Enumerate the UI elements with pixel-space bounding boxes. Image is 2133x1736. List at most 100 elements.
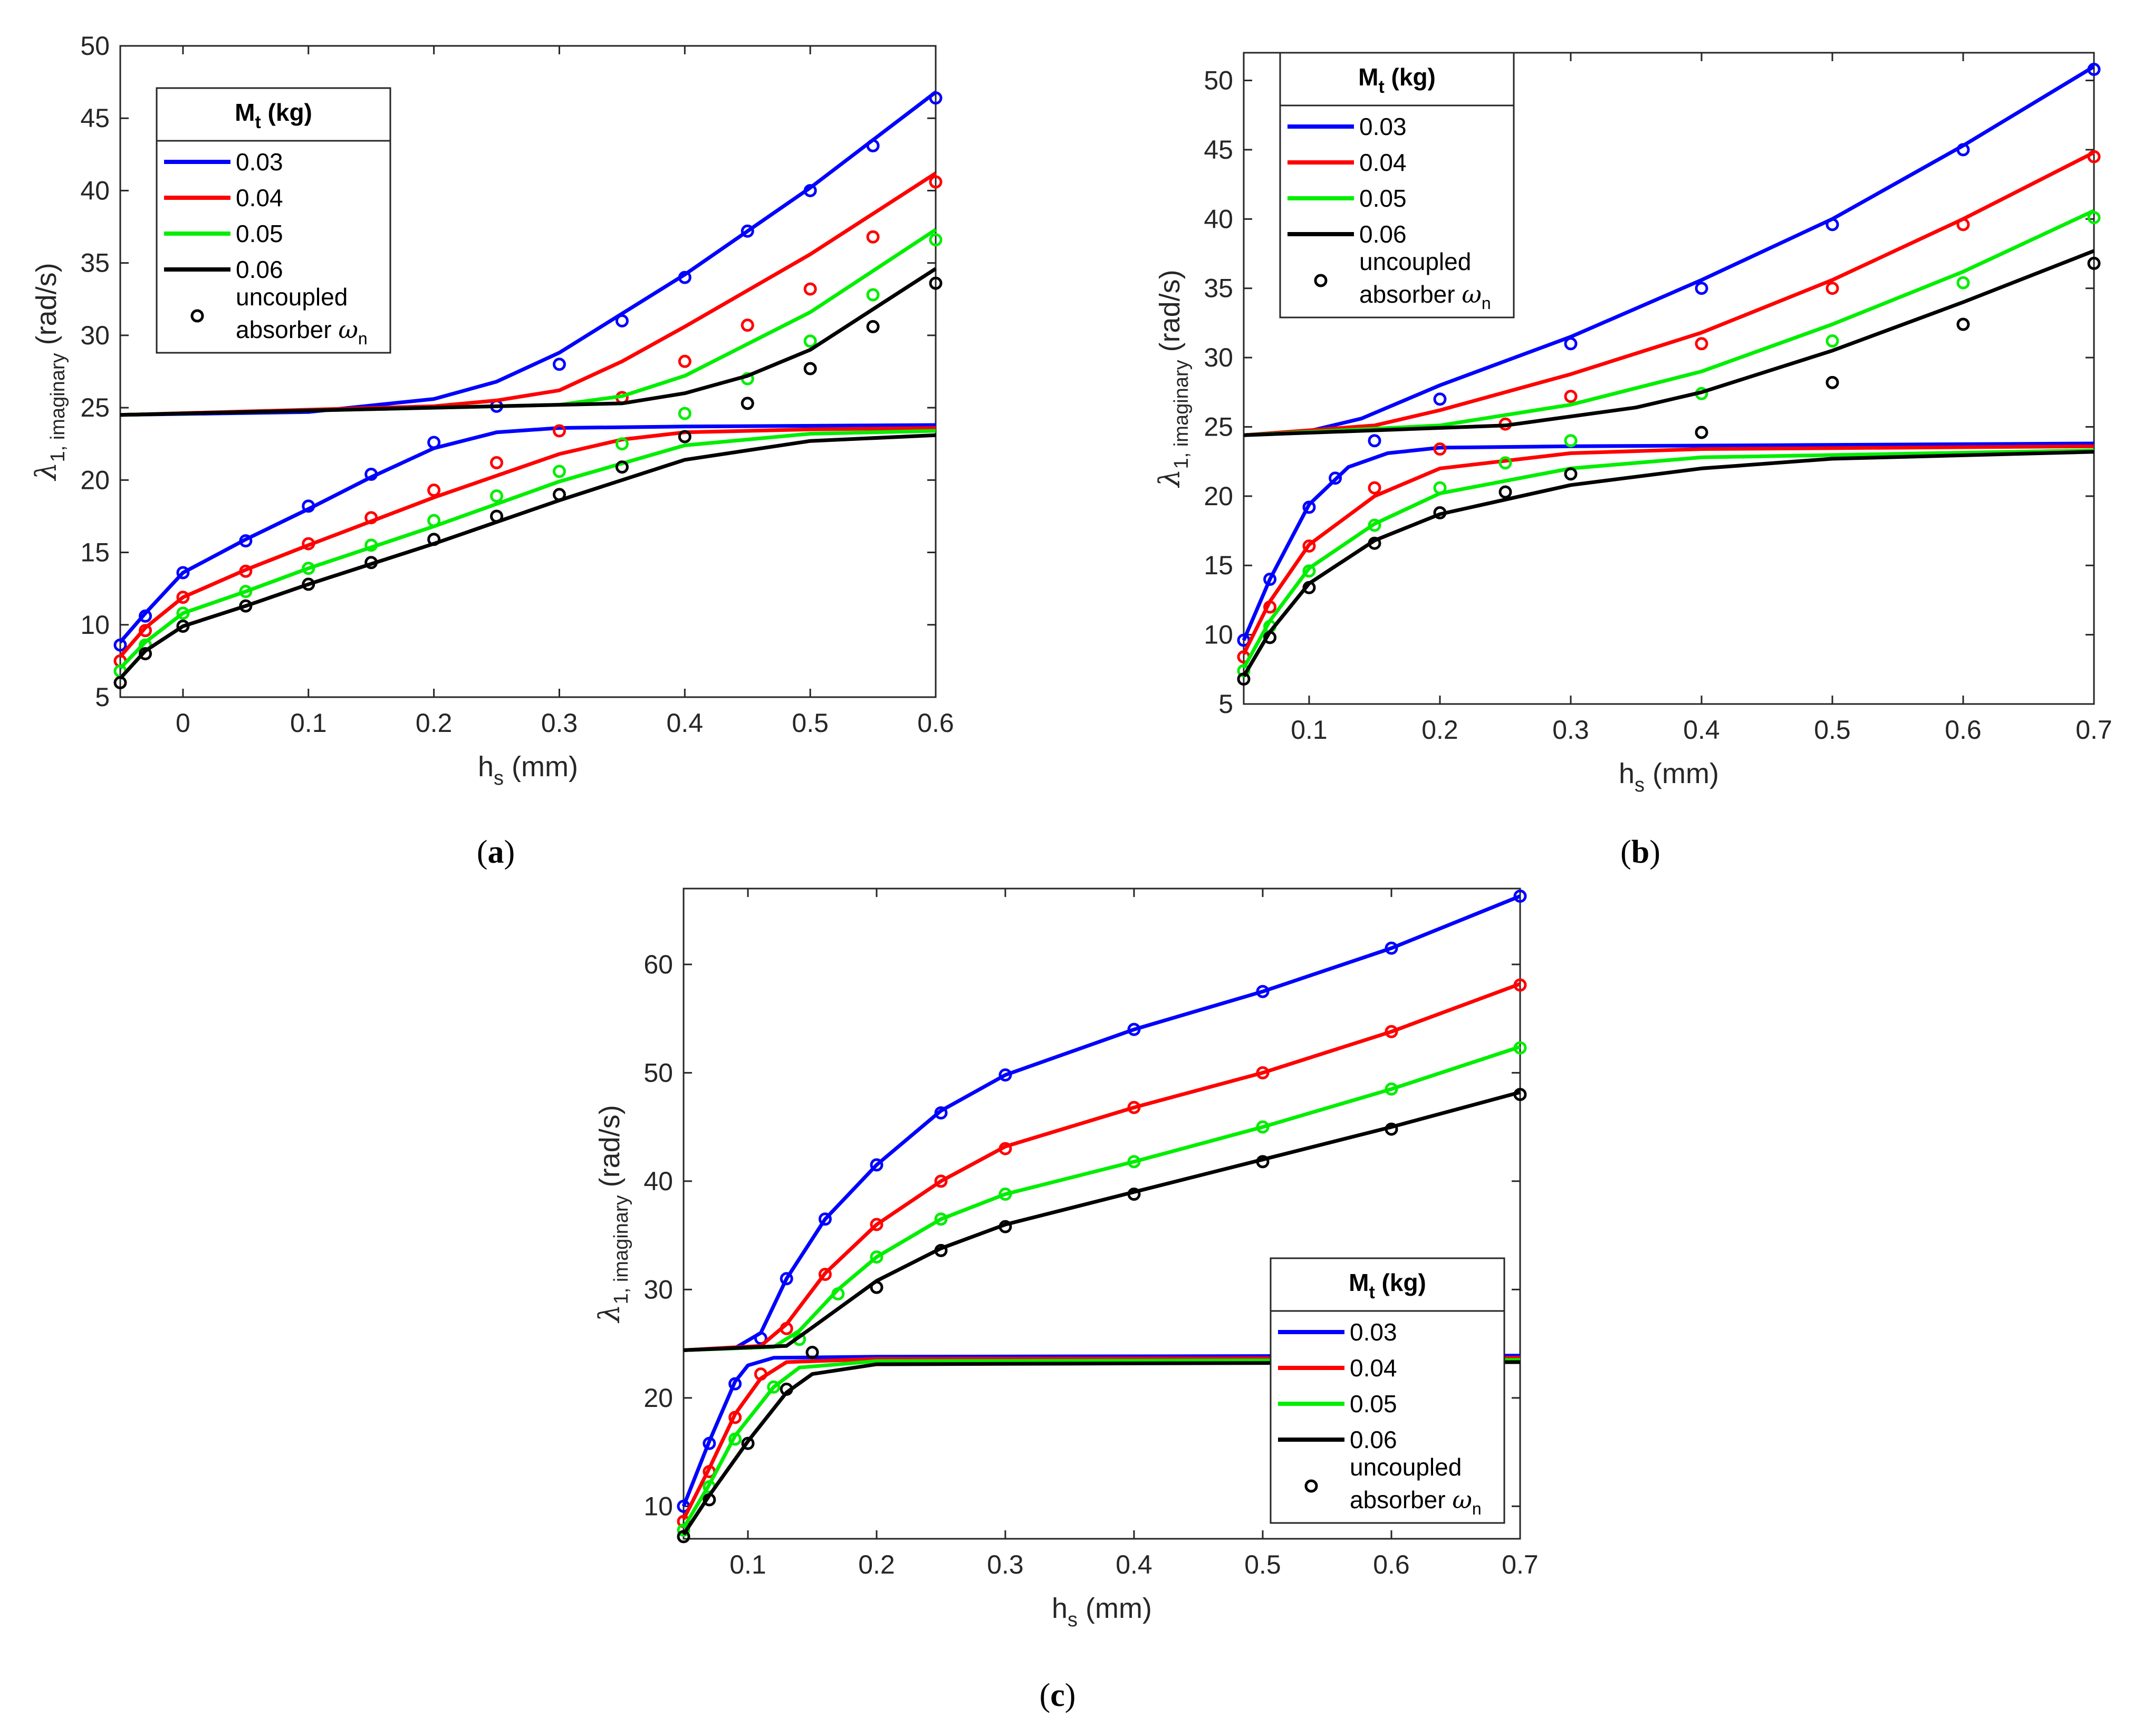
marker-point-0.05 xyxy=(767,1380,781,1394)
y-tick-label: 40 xyxy=(80,176,110,205)
y-tick-label: 50 xyxy=(643,1058,673,1087)
marker-point-0.06 xyxy=(998,1220,1012,1233)
line-lower-0.04 xyxy=(119,426,936,658)
x-axis-label: hs (mm) xyxy=(1619,758,1719,796)
legend-entry-0.04: 0.04 xyxy=(1359,149,1407,176)
marker-point-0.03 xyxy=(1263,573,1277,586)
marker-point-0.03 xyxy=(239,534,253,548)
legend-marker-line1: uncoupled xyxy=(1350,1453,1462,1481)
marker-point-0.03 xyxy=(1368,434,1381,448)
marker-point-0.06 xyxy=(1263,631,1277,644)
marker-point-0.06 xyxy=(741,1436,755,1450)
marker-point-0.04 xyxy=(741,319,754,332)
marker-point-0.06 xyxy=(703,1493,716,1507)
y-tick-label: 5 xyxy=(95,682,110,712)
marker-point-0.05 xyxy=(1368,518,1381,532)
y-axis-label: λ1, imaginary (rad/s) xyxy=(1153,269,1193,488)
marker-point-0.06 xyxy=(1956,317,1970,331)
x-tick-label: 0.1 xyxy=(729,1550,766,1579)
y-tick-label: 30 xyxy=(1204,343,1233,372)
marker-point-0.05 xyxy=(427,514,441,527)
legend-marker-symbol xyxy=(1304,1479,1318,1493)
y-tick-label: 50 xyxy=(80,31,110,61)
marker-point-0.06 xyxy=(803,362,817,375)
marker-point-0.03 xyxy=(866,139,880,152)
line-lower-0.03 xyxy=(681,1354,1521,1507)
y-tick-label: 15 xyxy=(1204,551,1233,580)
legend-entry-0.06: 0.06 xyxy=(236,256,283,283)
marker-point-0.05 xyxy=(552,465,566,478)
marker-point-0.06 xyxy=(741,397,754,410)
y-tick-label: 25 xyxy=(1204,412,1233,441)
line-lower-0.06 xyxy=(119,433,936,680)
marker-point-0.06 xyxy=(615,460,629,474)
marker-point-0.05 xyxy=(615,437,629,451)
marker-point-0.04 xyxy=(1433,442,1447,456)
x-tick-label: 0.7 xyxy=(1502,1550,1539,1579)
legend-box xyxy=(1270,1257,1505,1524)
y-tick-label: 60 xyxy=(643,950,673,979)
marker-point-0.04 xyxy=(139,624,152,638)
y-tick-label: 35 xyxy=(80,248,110,278)
marker-point-0.04 xyxy=(176,591,190,604)
marker-point-0.04 xyxy=(870,1218,883,1231)
line-lower-0.03 xyxy=(119,423,936,643)
marker-point-0.06 xyxy=(870,1280,883,1294)
legend-title: Mt (kg) xyxy=(235,99,312,132)
marker-point-0.05 xyxy=(2087,211,2101,225)
marker-point-0.06 xyxy=(678,430,691,443)
y-tick-label: 30 xyxy=(643,1275,673,1304)
marker-point-0.06 xyxy=(1302,581,1316,594)
marker-point-0.06 xyxy=(677,1530,690,1544)
marker-point-0.03 xyxy=(427,436,441,449)
marker-point-0.05 xyxy=(490,489,504,503)
marker-point-0.04 xyxy=(754,1367,767,1381)
marker-point-0.06 xyxy=(929,276,943,290)
marker-point-0.05 xyxy=(934,1212,948,1226)
marker-point-0.05 xyxy=(1127,1155,1141,1169)
marker-point-0.04 xyxy=(1695,337,1708,351)
marker-point-0.03 xyxy=(1433,392,1447,406)
marker-point-0.06 xyxy=(1256,1155,1270,1169)
y-axis-label: λ1, imaginary (rad/s) xyxy=(593,1105,632,1323)
series-0.06 xyxy=(1237,249,2101,686)
legend-marker-line1: uncoupled xyxy=(236,283,348,311)
line-upper-0.04 xyxy=(120,171,937,417)
marker-point-0.04 xyxy=(490,456,504,469)
chart-panel-b: 0.1 0.2 0.3 0.4 0.5 0.6 0.7 5 10 15 20 25 30 35 40 45 50… xyxy=(1153,52,2112,870)
marker-point-0.05 xyxy=(929,233,943,247)
marker-point-0.03 xyxy=(1256,985,1270,998)
marker-point-0.03 xyxy=(870,1158,883,1172)
marker-point-0.06 xyxy=(1127,1188,1141,1201)
legend-entry-0.05: 0.05 xyxy=(1359,185,1407,212)
series-0.04 xyxy=(1237,150,2101,664)
legend-marker-symbol xyxy=(190,309,204,323)
marker-point-0.04 xyxy=(929,175,943,189)
series-0.03 xyxy=(677,889,1527,1513)
legend-title: Mt (kg) xyxy=(1358,63,1436,97)
marker-point-0.06 xyxy=(302,577,315,591)
marker-point-0.04 xyxy=(552,424,566,438)
marker-point-0.03 xyxy=(176,566,190,580)
marker-point-0.03 xyxy=(1695,282,1708,295)
marker-point-0.06 xyxy=(552,488,566,501)
marker-point-0.03 xyxy=(998,1068,1012,1082)
chart-panel-c: 0.1 0.2 0.3 0.4 0.5 0.6 0.7 10 20 30 40 50 60 hs (mm)… xyxy=(593,888,1539,1713)
marker-point-0.04 xyxy=(1825,282,1839,295)
marker-point-0.06 xyxy=(780,1382,793,1396)
marker-point-0.05 xyxy=(1256,1120,1270,1134)
legend-entry-0.06: 0.06 xyxy=(1350,1426,1397,1453)
line-lower-0.05 xyxy=(1242,448,2094,669)
marker-point-0.05 xyxy=(728,1432,742,1446)
x-tick-label: 0 xyxy=(176,708,190,738)
marker-point-0.06 xyxy=(2087,256,2101,270)
marker-point-0.03 xyxy=(929,91,943,105)
line-upper-0.04 xyxy=(1243,151,2095,437)
marker-point-0.06 xyxy=(805,1346,819,1359)
line-lower-0.03 xyxy=(1242,441,2094,641)
marker-point-0.03 xyxy=(1956,143,1970,157)
marker-point-0.04 xyxy=(780,1322,793,1335)
marker-point-0.06 xyxy=(1368,536,1381,550)
marker-point-0.06 xyxy=(1825,375,1839,389)
